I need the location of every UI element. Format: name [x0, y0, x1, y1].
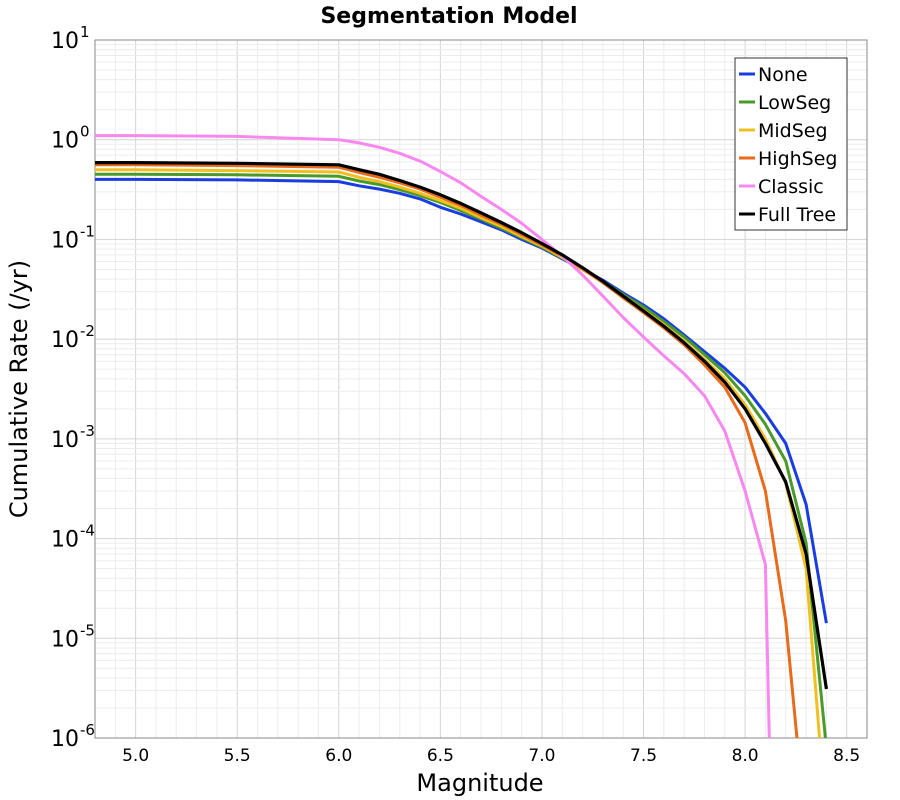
x-tick-label: 8.5: [833, 746, 860, 766]
x-tick-label: 8.0: [732, 746, 759, 766]
x-tick-labels: 5.0 5.5 6.0 6.5 7.0 7.5 8.0 8.5: [122, 746, 860, 766]
y-tick-exponent: -5: [80, 621, 95, 639]
y-tick-label: 10: [51, 428, 79, 453]
y-tick-exponent: -3: [80, 422, 95, 440]
x-tick-label: 6.0: [325, 746, 352, 766]
x-tick-label: 5.0: [122, 746, 149, 766]
y-tick-label: 10: [51, 129, 79, 154]
y-tick-label: 10: [51, 29, 79, 54]
series-layer: [95, 134, 828, 738]
y-tick-exponent: -6: [80, 721, 95, 739]
y-tick-exponent: -2: [80, 322, 95, 340]
series-line-classic: [95, 134, 771, 738]
x-axis-title: Magnitude: [416, 769, 543, 797]
legend-label-classic: Classic: [758, 176, 824, 198]
legend-label-full-tree: Full Tree: [758, 204, 836, 226]
x-tick-label: 7.0: [528, 746, 555, 766]
legend-label-midseg: MidSeg: [758, 120, 828, 142]
y-tick-label: 10: [51, 528, 79, 553]
y-tick-label: 10: [51, 328, 79, 353]
x-tick-label: 5.5: [224, 746, 251, 766]
legend-box: [734, 57, 848, 231]
x-tick-label: 7.5: [630, 746, 657, 766]
plot-area-frame: [94, 39, 868, 739]
chart-title: Segmentation Model: [320, 4, 577, 29]
y-tick-label: 10: [51, 627, 79, 652]
x-tick-label: 6.5: [427, 746, 454, 766]
y-tick-exponent: -1: [80, 222, 95, 240]
y-tick-label: 10: [51, 228, 79, 253]
legend-label-lowseg: LowSeg: [758, 92, 831, 114]
legend-label-highseg: HighSeg: [758, 148, 837, 170]
series-line-full-tree: [95, 161, 828, 690]
y-tick-exponent: 0: [80, 123, 90, 141]
y-tick-exponent: 1: [80, 23, 90, 41]
legend: None LowSeg MidSeg HighSeg Classic Full Tree: [734, 57, 848, 231]
y-tick-exponent: -4: [80, 522, 95, 540]
legend-label-none: None: [758, 64, 808, 86]
y-tick-label: 10: [51, 727, 79, 752]
y-axis-title: Cumulative Rate (/yr): [5, 260, 33, 518]
